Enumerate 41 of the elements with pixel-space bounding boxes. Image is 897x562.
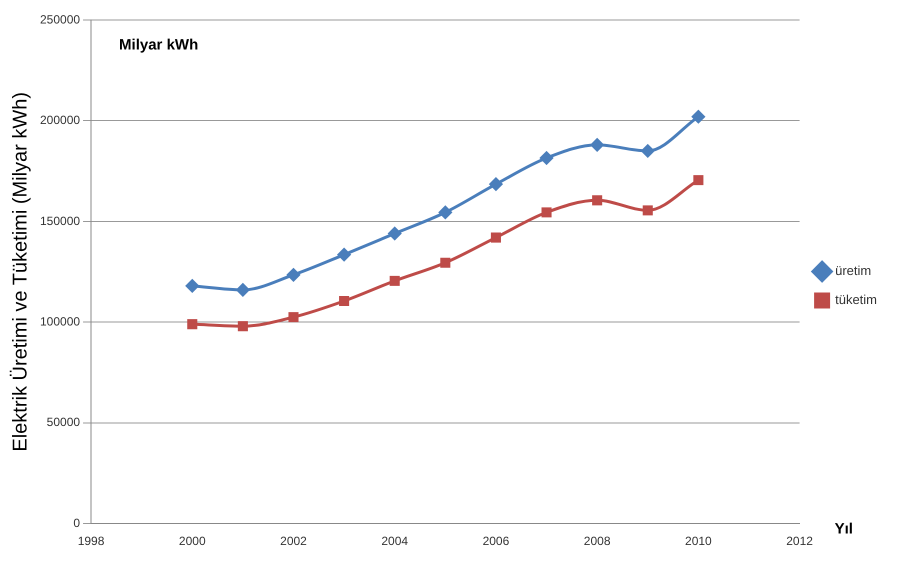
point (641, 144, 654, 158)
x-tick-label: 2004 (381, 534, 408, 548)
x-tick-label: 2008 (584, 534, 611, 548)
point (390, 276, 400, 286)
x-tick-label: 1998 (78, 534, 105, 548)
x-axis-title: Yıl (834, 520, 853, 538)
legend-label: üretim (835, 263, 872, 278)
point (438, 206, 452, 219)
y-tick-label: 200000 (40, 113, 80, 128)
point (692, 110, 705, 124)
x-tick-label: 2002 (280, 534, 308, 548)
x-tick-label: 2000 (178, 534, 206, 548)
point (693, 175, 704, 186)
point (388, 227, 402, 240)
y-axis-title: Elektrik Üretimi ve Tüketimi (Milyar kWh) (10, 92, 32, 452)
x-tick-label: 2006 (482, 534, 510, 548)
point (338, 248, 351, 262)
point (592, 195, 602, 206)
legend-label: tüketim (835, 292, 878, 308)
point (238, 321, 248, 332)
point (286, 268, 300, 282)
point (542, 207, 552, 218)
y-tick-label: 100000 (40, 314, 80, 328)
y-tick-label: 50000 (46, 415, 80, 430)
x-tick-label: 2010 (685, 534, 712, 548)
annotation: Milyar kWh (119, 36, 198, 54)
point (440, 258, 450, 268)
point (339, 296, 350, 306)
point (236, 283, 250, 296)
point (540, 151, 554, 164)
y-tick-label: 250000 (40, 12, 80, 26)
point (186, 279, 199, 292)
y-tick-label: 150000 (40, 214, 80, 228)
x-tick-label: 2012 (786, 534, 814, 548)
y-tick-label: 0 (73, 516, 80, 530)
point (187, 319, 198, 330)
point (490, 232, 501, 243)
point (642, 205, 653, 216)
point (489, 178, 502, 191)
point (288, 312, 299, 322)
point (590, 138, 604, 152)
